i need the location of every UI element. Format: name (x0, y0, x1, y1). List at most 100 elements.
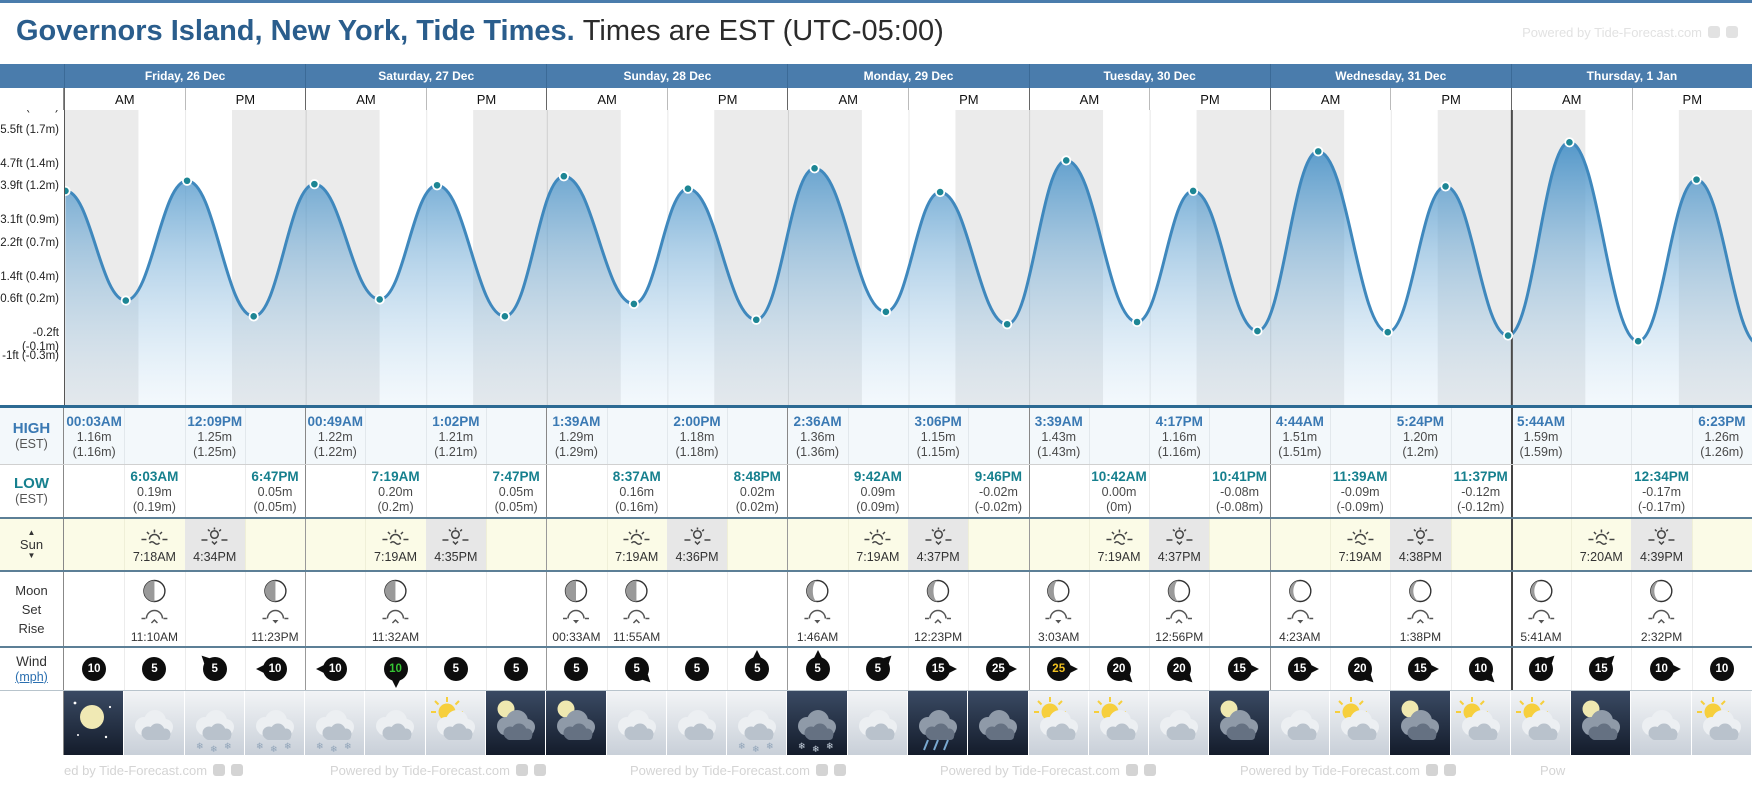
wind-indicator: 10 (1468, 656, 1497, 686)
wind-direction-arrow-icon (949, 665, 958, 673)
tide-time: 6:47PM (251, 469, 299, 484)
top-accent-bar (0, 0, 1752, 3)
sunset-time: 4:36PM (675, 550, 719, 564)
day-separator (1269, 519, 1271, 570)
tide-height-alt: (0.19m) (132, 500, 176, 514)
sunrise-entry: 7:19AM (374, 527, 417, 565)
high-tide-entry: 1:02PM 1.21m (1.21m) (432, 414, 479, 460)
sunrise-icon (615, 527, 658, 550)
day-separator (1510, 408, 1513, 464)
low-tide-entry: 11:39AM -0.09m (-0.09m) (1333, 469, 1388, 515)
quarter-separator (606, 519, 608, 570)
low-tide-entry: 9:46PM -0.02m (-0.02m) (975, 469, 1022, 515)
quarter-separator (365, 408, 367, 464)
watermark-text: Powered by Tide-Forecast.com (940, 763, 1120, 778)
low-tide-entry: 6:47PM 0.05m (0.05m) (251, 469, 298, 515)
low-tide-entry: 10:41PM -0.08m (-0.08m) (1212, 469, 1267, 515)
weather-cell: ❄ ❄ ❄ (305, 691, 366, 755)
tide-time: 3:06PM (914, 414, 962, 429)
sunset-time: 4:37PM (1157, 550, 1201, 564)
quarter-separator (666, 648, 668, 690)
tide-time: 5:24PM (1396, 414, 1445, 429)
day-separator (1510, 465, 1513, 517)
cloud-icon (1270, 691, 1329, 755)
sun-cloud-icon (426, 691, 485, 755)
y-axis-label: 1.4ft (0.4m) (0, 270, 59, 283)
weather-cell (365, 691, 426, 755)
y-axis-label: 4.7ft (1.4m) (0, 157, 59, 170)
sunrise-icon (374, 527, 417, 550)
tide-extreme-point (431, 180, 443, 191)
tide-height: 1.20m (1403, 430, 1438, 444)
quarter-separator (1450, 648, 1452, 690)
tide-extreme-point (374, 294, 385, 305)
tide-extreme-point (65, 185, 71, 197)
cloud-icon (365, 691, 424, 755)
watermark-text: Powered by Tide-Forecast.com (630, 763, 810, 778)
sunrise-icon (133, 527, 176, 550)
watermark-text: ed by Tide-Forecast.com (64, 763, 208, 778)
tide-height: -0.12m (1461, 485, 1501, 499)
watermark-text: Powered by Tide-Forecast.com (1240, 763, 1420, 778)
moon-stars-icon (64, 691, 123, 755)
tide-time: 7:47PM (492, 469, 540, 484)
wind-badge: 10 (263, 657, 287, 681)
svg-text:❄: ❄ (766, 742, 774, 752)
day-separator (787, 465, 789, 517)
tide-height: 1.59m (1523, 430, 1559, 444)
tide-extreme-point (120, 295, 131, 306)
quarter-separator (1571, 408, 1573, 464)
low-tide-values: 6:03AM 0.19m (0.19m) 6:47PM 0.05m (0.05m) 7:19… (64, 465, 1752, 517)
wind-indicator: 5 (684, 656, 710, 682)
wind-badge: 25 (986, 657, 1011, 681)
sunset-icon (193, 527, 236, 550)
watermark-icon (515, 764, 528, 776)
tide-extreme-point (181, 175, 193, 186)
tide-time: 5:44AM (1516, 414, 1566, 429)
ampm-label: AM (305, 88, 426, 110)
y-axis-label: 2.2ft (0.7m) (0, 236, 59, 249)
day-separator (305, 408, 307, 464)
day-separator (1028, 519, 1030, 570)
tide-height-alt: (0m) (1106, 500, 1132, 514)
quarter-separator (1209, 465, 1211, 517)
quarter-separator (1631, 572, 1633, 646)
sunrise-time: 7:19AM (1338, 550, 1382, 564)
cloud-icon (124, 691, 183, 755)
sort-down-icon[interactable]: ▼ (27, 551, 36, 560)
quarter-separator (184, 648, 186, 690)
svg-text:❄: ❄ (284, 742, 292, 752)
wind-badge: 5 (202, 657, 227, 681)
wind-values: 10 5 5 10 10 10 5 5 5 5 5 5 5 5 15 25 25 20 20 15 15 20 15 10 10… (64, 648, 1752, 690)
sort-up-icon[interactable]: ▲ (27, 528, 36, 537)
quarter-separator (666, 408, 668, 464)
moon-times: 11:10AM 11:23PM 11:32AM 00:33AM 11:55AM 1:46A… (64, 572, 1752, 646)
sun-row-label[interactable]: ▲ Sun ▼ (0, 519, 64, 570)
cloud-snow-icon: ❄ ❄ ❄ (245, 691, 304, 755)
sunrise-entry: 7:19AM (1097, 527, 1141, 565)
wind-badge: 10 (323, 657, 348, 681)
quarter-separator (124, 519, 126, 570)
quarter-separator (847, 648, 849, 690)
wind-indicator: 15 (1227, 656, 1259, 682)
weather-cell (1330, 691, 1391, 755)
footer-watermark: Powered by Tide-Forecast.com (330, 763, 546, 778)
wind-indicator: 5 (805, 650, 831, 682)
tide-height-alt: (1.16m) (1157, 445, 1201, 459)
wind-indicator: 10 (1649, 656, 1681, 682)
wind-direction-arrow-icon (1069, 665, 1078, 673)
moon-phase-icon (251, 578, 298, 609)
tide-height-alt: (1.59m) (1519, 445, 1563, 459)
ampm-label: PM (1390, 88, 1511, 110)
quarter-separator (486, 648, 487, 690)
weather-cell (546, 691, 607, 755)
wind-mph-link[interactable]: (mph) (15, 669, 48, 684)
quarter-separator (1088, 465, 1090, 517)
low-tide-entry: 11:37PM -0.12m (-0.12m) (1454, 469, 1508, 515)
wind-indicator: 10 (1709, 656, 1735, 682)
quarter-separator (666, 572, 668, 646)
tide-extreme-point (1502, 330, 1514, 341)
moon-phase-icon (1520, 578, 1561, 609)
sun-cloud-icon (1451, 691, 1510, 755)
moonrise-entry: 2:32PM (1641, 578, 1682, 644)
